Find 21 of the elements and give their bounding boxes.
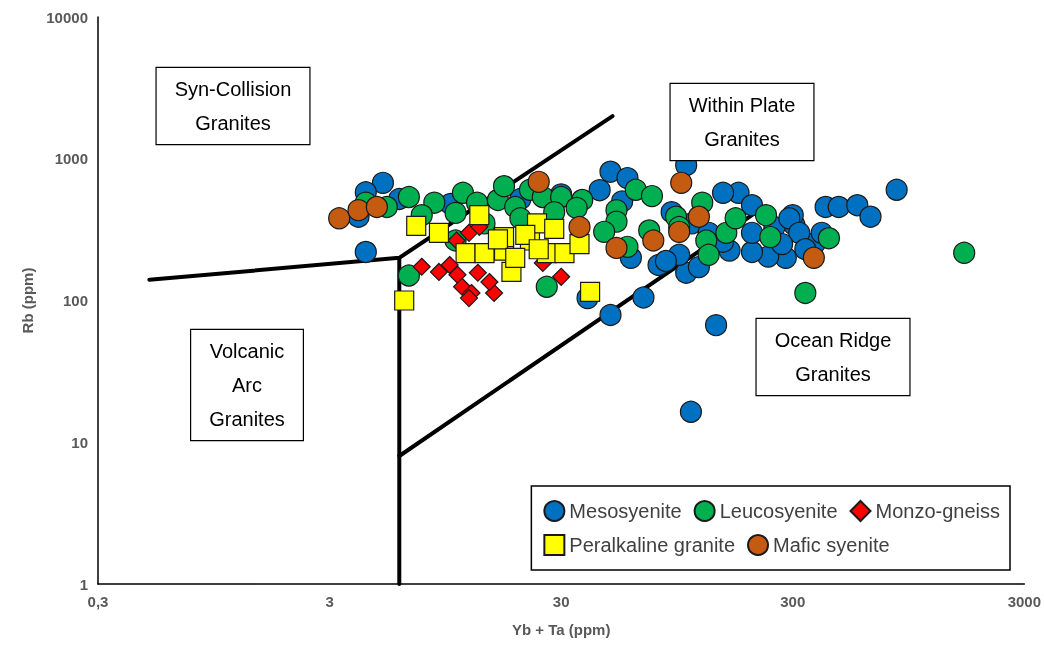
y-tick-label: 10 bbox=[71, 433, 88, 451]
legend-label: Mafic syenite bbox=[773, 534, 890, 556]
x-tick-label: 3 bbox=[325, 593, 334, 610]
legend-label: Leucosyenite bbox=[719, 500, 838, 522]
annotation: Volcanic Arc Granites bbox=[209, 340, 285, 430]
x-tick-label: 0,3 bbox=[87, 593, 109, 610]
y-tick-label: 10000 bbox=[46, 8, 88, 26]
y-axis-title: Rb (ppm) bbox=[19, 267, 37, 334]
x-axis-title: Yb + Ta (ppm) bbox=[511, 621, 611, 638]
y-tick-label: 1 bbox=[79, 575, 88, 593]
x-tick-label: 3000 bbox=[1007, 593, 1041, 610]
x-tick-label: 30 bbox=[552, 593, 570, 610]
annotation: Syn-Collision Granites bbox=[174, 78, 292, 134]
legend-label: Monzo-gneiss bbox=[875, 500, 1001, 522]
annotation: Ocean Ridge Granites bbox=[774, 329, 892, 385]
y-tick-label: 1000 bbox=[54, 150, 88, 168]
annotation: Within Plate Granites bbox=[688, 94, 796, 150]
x-tick-label: 300 bbox=[780, 593, 806, 610]
legend-label: Peralkaline granite bbox=[569, 534, 736, 556]
legend-label: Mesosyenite bbox=[569, 500, 682, 522]
y-tick-label: 100 bbox=[62, 292, 88, 309]
